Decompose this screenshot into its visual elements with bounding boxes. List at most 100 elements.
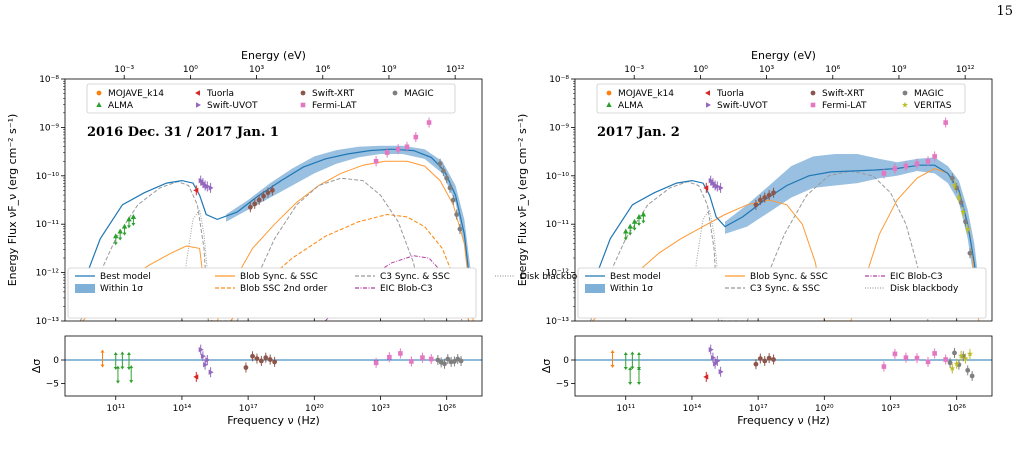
y-tick-label: 10⁻¹⁰ bbox=[546, 172, 570, 182]
residual-panel: 0 −5Δσ bbox=[540, 335, 993, 397]
top-tick-label: 10⁶ bbox=[315, 65, 330, 75]
model-legend: Best model Within 1σ Blob Sync. & SSC Blob … bbox=[67, 267, 589, 319]
residual-point bbox=[458, 358, 464, 364]
legend-marker bbox=[195, 90, 200, 96]
residual-point bbox=[445, 356, 451, 362]
residual-axis-label: Δσ bbox=[30, 359, 43, 374]
upper-limit-arrowhead bbox=[126, 225, 131, 229]
legend-label: ALMA bbox=[108, 101, 134, 111]
data-point bbox=[958, 200, 964, 205]
y-tick-label: 10⁻⁹ bbox=[39, 123, 59, 133]
legend-label: Tuorla bbox=[716, 89, 744, 99]
x-tick-label: 10²⁰ bbox=[305, 404, 324, 414]
data-legend: MOJAVE_k14 ALMA Tuorla Swift-UVOT Swift-XRT F… bbox=[596, 83, 966, 114]
data-point bbox=[113, 233, 119, 239]
data-point bbox=[753, 202, 759, 208]
y-tick-label: 10⁻¹¹ bbox=[546, 220, 570, 230]
residual-point bbox=[193, 374, 199, 380]
residual-point bbox=[766, 355, 772, 361]
top-tick-label: 10³ bbox=[249, 65, 264, 75]
data-point bbox=[951, 182, 958, 189]
residual-point bbox=[250, 353, 255, 359]
y-axis-label: Energy Flux νF_ν (erg cm⁻² s⁻¹) bbox=[516, 114, 529, 287]
residual-point bbox=[757, 356, 763, 361]
series-swift-xrt bbox=[753, 187, 776, 210]
x-tick-label: 10²³ bbox=[371, 404, 390, 414]
series-tuorla bbox=[703, 182, 709, 193]
data-point bbox=[373, 158, 379, 164]
y-tick-label: 10⁻⁹ bbox=[549, 123, 569, 133]
data-point bbox=[413, 134, 419, 140]
data-point bbox=[766, 192, 772, 198]
legend-label: Swift-XRT bbox=[822, 89, 865, 99]
data-point bbox=[395, 146, 401, 152]
data-point bbox=[636, 213, 642, 219]
x-tick-label: 10¹⁴ bbox=[173, 404, 192, 414]
legend-label: VERITAS bbox=[914, 101, 952, 111]
upper-limit-arrowhead bbox=[113, 242, 118, 246]
series-fermi-lat bbox=[881, 117, 948, 179]
residual-point bbox=[892, 351, 898, 357]
upper-limit-arrowhead bbox=[628, 381, 633, 385]
legend-label: Fermi-LAT bbox=[822, 101, 867, 111]
top-tick-label: 10⁶ bbox=[825, 65, 840, 75]
residual-axes-frame bbox=[64, 335, 483, 397]
upper-limit-arrowhead bbox=[636, 381, 641, 385]
legend-label: MAGIC bbox=[914, 89, 944, 99]
legend-label: Best model bbox=[610, 272, 661, 282]
data-point bbox=[265, 190, 271, 196]
legend-marker bbox=[606, 102, 612, 107]
legend-label: Within 1σ bbox=[100, 284, 143, 294]
top-axis-label: Energy (eV) bbox=[751, 49, 816, 62]
residual-point bbox=[965, 367, 971, 373]
legend-marker bbox=[706, 102, 711, 108]
data-point bbox=[208, 185, 214, 191]
legend-band-swatch bbox=[75, 284, 95, 293]
data-point bbox=[256, 197, 262, 203]
residual-point bbox=[420, 355, 425, 360]
residual-point bbox=[398, 351, 403, 356]
residual-point bbox=[925, 359, 931, 365]
residual-point bbox=[932, 351, 937, 356]
x-tick-label: 10²⁶ bbox=[947, 404, 966, 414]
legend-marker bbox=[300, 90, 306, 96]
x-tick-label: 10¹¹ bbox=[106, 404, 125, 414]
legend-marker bbox=[606, 90, 612, 96]
data-point bbox=[426, 120, 432, 125]
upper-limit-arrowhead bbox=[610, 350, 615, 354]
upper-limit-arrowhead bbox=[636, 351, 641, 355]
residual-panel: 0 −5Δσ bbox=[30, 335, 483, 397]
data-point bbox=[925, 158, 931, 164]
residual-point bbox=[881, 364, 887, 369]
top-axis-label: Energy (eV) bbox=[241, 49, 306, 62]
data-point bbox=[444, 175, 450, 181]
blob-model-curve bbox=[592, 167, 980, 321]
data-point bbox=[126, 216, 132, 222]
legend-label: C3 Sync. & SSC bbox=[750, 284, 820, 294]
upper-limit-arrowhead bbox=[636, 366, 641, 370]
top-tick-label: 10⁹ bbox=[891, 65, 906, 75]
y-tick-label: 10⁻¹² bbox=[546, 269, 570, 279]
series-magic bbox=[437, 158, 463, 235]
upper-limit-arrowhead bbox=[630, 366, 635, 370]
within-1sigma-band bbox=[226, 145, 471, 312]
residual-point bbox=[718, 369, 724, 375]
residual-tick-label: −5 bbox=[46, 380, 59, 390]
epoch-annotation: 2017 Jan. 2 bbox=[597, 125, 680, 140]
residual-point bbox=[952, 350, 957, 356]
residual-point bbox=[208, 369, 214, 375]
legend-label: Disk blackbody bbox=[890, 284, 959, 294]
legend-label: MAGIC bbox=[404, 89, 434, 99]
data-point bbox=[955, 194, 962, 201]
residual-point bbox=[703, 374, 709, 380]
legend-marker bbox=[810, 90, 816, 96]
upper-limit-arrowhead bbox=[623, 366, 628, 370]
residual-point bbox=[254, 356, 260, 361]
upper-limit-arrowhead bbox=[100, 364, 105, 368]
residual-point bbox=[953, 360, 960, 367]
data-point bbox=[130, 213, 137, 219]
residual-point bbox=[198, 346, 204, 353]
disk-model-curve bbox=[181, 208, 213, 321]
legend-marker bbox=[902, 90, 908, 96]
data-point bbox=[881, 171, 887, 176]
